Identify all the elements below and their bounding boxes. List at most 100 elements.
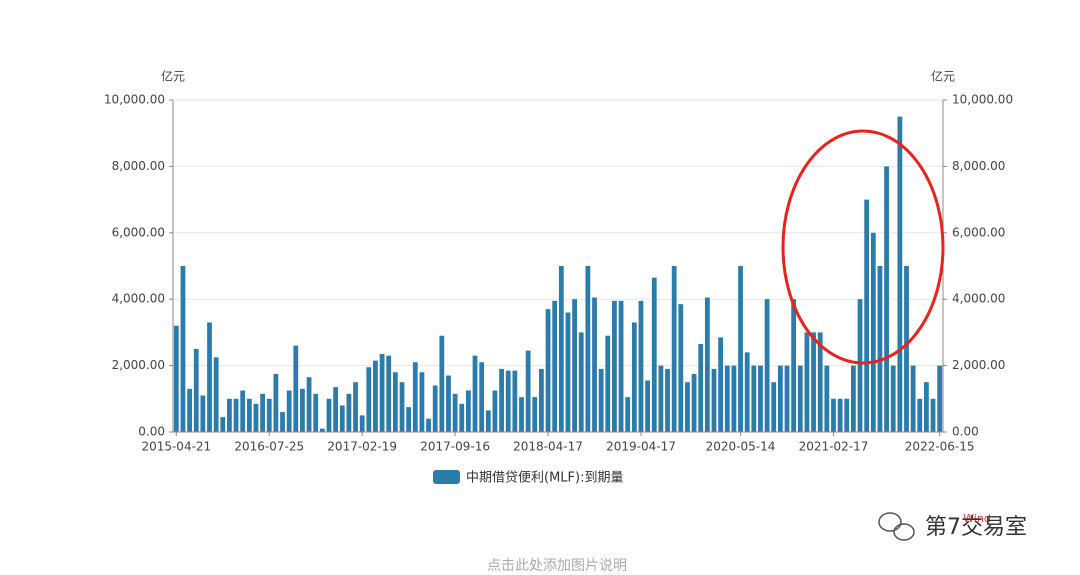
wechat-icon: [878, 512, 915, 541]
bar: [864, 199, 870, 432]
y-tick-label: 4,000.00: [112, 292, 165, 306]
bar: [691, 373, 697, 432]
bar: [738, 266, 743, 432]
x-tick-label: 2016-07-25: [234, 440, 304, 454]
bar: [492, 390, 498, 432]
bar: [432, 385, 438, 432]
bar: [293, 345, 299, 432]
x-tick-label: 2021-02-17: [799, 440, 869, 454]
bar: [804, 332, 810, 432]
watermark: 第7交易室: [925, 515, 1027, 540]
bar: [897, 116, 903, 432]
bar: [306, 377, 312, 432]
legend-label: 中期借贷便利(MLF):到期量: [466, 471, 623, 486]
y-tick-label: 0.00: [138, 425, 165, 439]
source-mark: Wind: [963, 512, 991, 525]
bar: [353, 382, 358, 432]
bar: [227, 398, 232, 432]
bar: [313, 393, 319, 432]
bar: [187, 388, 192, 432]
bar: [180, 266, 186, 432]
bar: [671, 266, 677, 432]
bar: [937, 365, 943, 432]
bar: [751, 365, 757, 432]
bar: [339, 405, 345, 432]
bar: [884, 166, 889, 432]
bar: [651, 277, 657, 432]
bar: [273, 373, 279, 432]
bar: [379, 353, 385, 432]
bar: [605, 335, 611, 432]
bar: [744, 352, 750, 432]
y2-unit: 亿元: [931, 69, 955, 84]
bar: [910, 365, 916, 432]
bar: [207, 322, 212, 432]
bar: [565, 312, 571, 432]
bar: [505, 370, 511, 432]
bar: [904, 266, 909, 432]
bar: [532, 397, 538, 432]
bar: [711, 368, 717, 432]
bar: [193, 349, 199, 432]
bar: [797, 365, 803, 432]
legend-swatch: [433, 470, 460, 484]
bar: [519, 397, 524, 432]
y2-tick-label: 4,000.00: [952, 292, 1005, 306]
bar: [658, 365, 664, 432]
bar: [386, 355, 392, 432]
bar: [698, 344, 704, 432]
bar: [419, 372, 425, 432]
bar: [777, 365, 783, 432]
y2-tick-label: 8,000.00: [952, 159, 1005, 173]
x-tick-label: 2022-06-15: [905, 440, 975, 454]
bar: [685, 382, 690, 432]
bar: [844, 398, 850, 432]
bar: [924, 382, 929, 432]
bar: [373, 360, 378, 432]
bar: [173, 325, 179, 432]
bar: [246, 398, 252, 432]
bar: [220, 417, 226, 432]
bar: [300, 388, 305, 432]
plot: 0.00 2,000.00 4,000.00 6,000.00 8,000.00 10,0…: [104, 93, 1013, 486]
bar: [724, 365, 730, 432]
y2-tick-label: 10,000.00: [952, 93, 1013, 107]
bar: [446, 375, 451, 432]
bar: [764, 299, 770, 432]
caption: 点击此处添加图片说明: [487, 558, 627, 574]
bar: [479, 362, 485, 432]
bar: [485, 410, 491, 432]
bar: [592, 297, 597, 432]
bar: [784, 365, 790, 432]
bar: [837, 398, 843, 432]
y-tick-label: 10,000.00: [104, 93, 165, 107]
bar: [465, 390, 471, 432]
bar: [346, 393, 352, 432]
bar: [319, 428, 325, 432]
bar: [572, 299, 577, 432]
bar: [525, 350, 531, 432]
bar: [545, 309, 551, 432]
bar: [877, 266, 883, 432]
bar: [359, 415, 365, 432]
bar: [406, 407, 412, 432]
bar: [631, 322, 637, 432]
bar: [704, 297, 710, 432]
highlight-circle: [781, 129, 945, 365]
bar: [890, 365, 896, 432]
bar: [678, 304, 684, 432]
y2-tick-label: 2,000.00: [952, 358, 1005, 372]
bar: [791, 299, 797, 432]
bar: [758, 365, 763, 432]
bar: [539, 368, 544, 432]
bar: [645, 380, 651, 432]
y-tick-label: 2,000.00: [112, 358, 165, 372]
bar: [817, 332, 823, 432]
bar: [399, 382, 405, 432]
bar: [499, 368, 504, 432]
bar: [552, 300, 558, 432]
bar: [811, 332, 816, 432]
y-unit: 亿元: [161, 69, 185, 84]
bar: [870, 232, 876, 432]
